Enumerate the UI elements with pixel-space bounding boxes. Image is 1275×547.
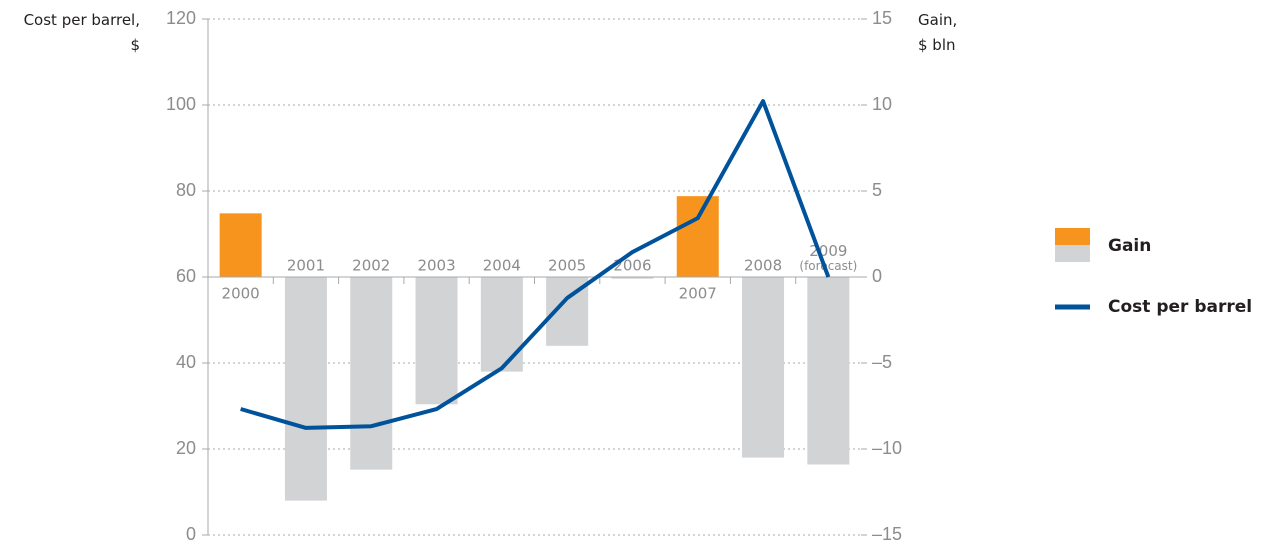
y2-tick-label: –10 — [872, 438, 902, 458]
bar — [219, 213, 262, 277]
y2-tick-label: –5 — [872, 352, 892, 372]
x-tick-label: 2007 — [679, 285, 717, 303]
y-axis-label: Cost per barrel, $ — [24, 11, 140, 54]
y2-axis-label: Gain, $ bln — [918, 11, 957, 54]
x-tick-label: 2005 — [548, 257, 586, 275]
y2-tick-label: 5 — [872, 180, 882, 200]
bar — [611, 277, 654, 279]
legend-swatch — [1055, 245, 1090, 262]
y-tick-label: 120 — [166, 8, 196, 28]
bar — [807, 277, 850, 465]
y2-tick-label: –15 — [872, 524, 902, 544]
y2-axis-label-line: $ bln — [918, 36, 956, 54]
y2-tick-label: 0 — [872, 266, 882, 286]
y2-tick-label: 10 — [872, 94, 892, 114]
x-tick-label: 2002 — [352, 257, 390, 275]
legend-swatch — [1055, 228, 1090, 245]
x-tick-label-line: (forecast) — [799, 259, 857, 273]
y-tick-label: 20 — [176, 438, 196, 458]
y-axis-label-line: Cost per barrel, — [24, 11, 140, 29]
y-tick-label: 0 — [186, 524, 196, 544]
y-axis-label-line: $ — [130, 36, 140, 54]
x-tick-label: 2009 (forecast) — [799, 242, 857, 273]
x-tick-label: 2008 — [744, 257, 782, 275]
line — [240, 99, 831, 430]
bar — [676, 196, 719, 277]
x-tick-label: 2001 — [287, 257, 325, 275]
y2-tick-label: 15 — [872, 8, 892, 28]
y-tick-label: 60 — [176, 266, 196, 286]
bar — [415, 277, 458, 405]
bar — [350, 277, 393, 470]
bar — [284, 277, 327, 501]
legend-label: Cost per barrel — [1108, 297, 1252, 317]
y2-axis-label-line: Gain, — [918, 11, 957, 29]
y-tick-label: 80 — [176, 180, 196, 200]
x-tick-label: 2000 — [222, 285, 260, 303]
bar — [742, 277, 785, 458]
legend-label: Gain — [1108, 236, 1151, 256]
x-tick-label: 2003 — [417, 257, 455, 275]
bar — [480, 277, 523, 372]
y-tick-label: 40 — [176, 352, 196, 372]
y-tick-label: 100 — [166, 94, 196, 114]
x-tick-label: 2004 — [483, 257, 521, 275]
